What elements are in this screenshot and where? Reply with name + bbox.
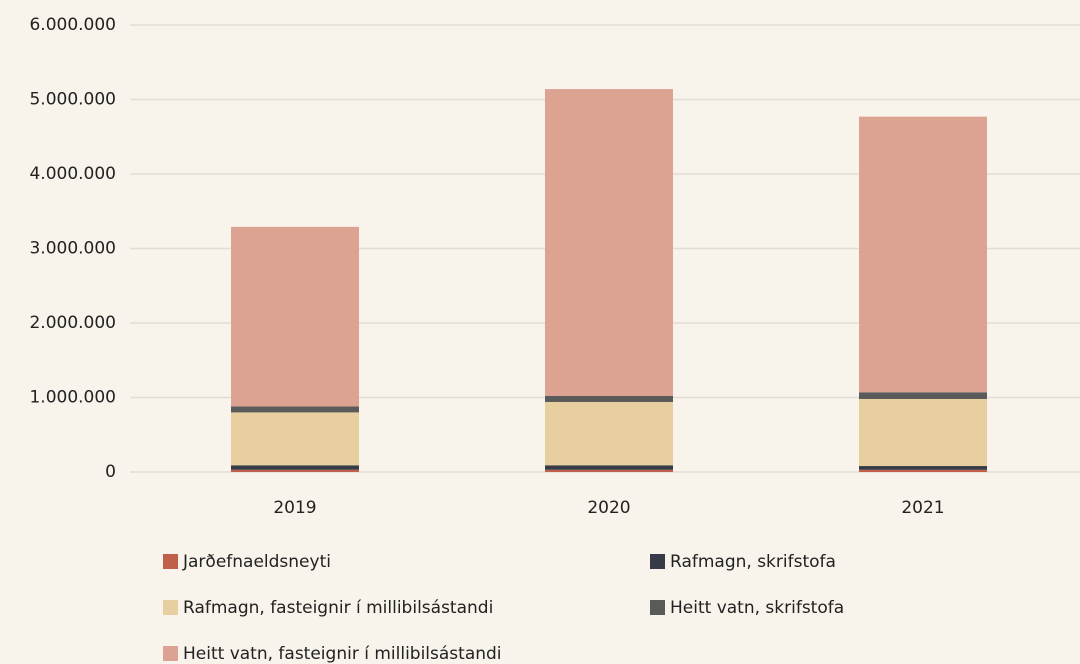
x-tick-label: 2021 xyxy=(901,498,944,518)
y-tick-label: 1.000.000 xyxy=(29,388,116,408)
legend-label: Jarðefnaeldsneyti xyxy=(182,552,331,572)
bar-segment xyxy=(231,465,359,470)
y-tick-label: 4.000.000 xyxy=(29,164,116,184)
y-tick-label: 2.000.000 xyxy=(29,313,116,333)
y-tick-label: 3.000.000 xyxy=(29,239,116,259)
bar-segment xyxy=(231,226,359,407)
y-tick-label: 5.000.000 xyxy=(29,90,116,110)
bar-segment xyxy=(545,396,673,402)
bar-segment xyxy=(545,89,673,397)
bar-segment xyxy=(545,401,673,466)
bar-segment xyxy=(859,392,987,399)
bar-segment xyxy=(231,406,359,413)
legend-label: Rafmagn, skrifstofa xyxy=(670,552,836,572)
legend-label: Heitt vatn, skrifstofa xyxy=(670,598,844,618)
bar-segment xyxy=(545,469,673,472)
x-tick-label: 2020 xyxy=(587,498,630,518)
legend-label: Heitt vatn, fasteignir í millibilsástand… xyxy=(183,644,502,664)
bar-segment xyxy=(859,469,987,472)
legend-swatch xyxy=(650,554,665,569)
y-tick-label: 0 xyxy=(105,462,116,482)
legend-swatch xyxy=(650,600,665,615)
bar-segment xyxy=(231,412,359,466)
bar-segment xyxy=(231,469,359,472)
y-tick-label: 6.000.000 xyxy=(29,15,116,35)
bar-segment xyxy=(859,116,987,393)
x-tick-label: 2019 xyxy=(273,498,316,518)
legend-swatch xyxy=(163,600,178,615)
legend-swatch xyxy=(163,646,178,661)
legend-swatch xyxy=(163,554,178,569)
legend-label: Rafmagn, fasteignir í millibilsástandi xyxy=(183,598,493,618)
bar-segment xyxy=(859,466,987,470)
bar-segment xyxy=(545,465,673,470)
bar-segment xyxy=(859,398,987,467)
